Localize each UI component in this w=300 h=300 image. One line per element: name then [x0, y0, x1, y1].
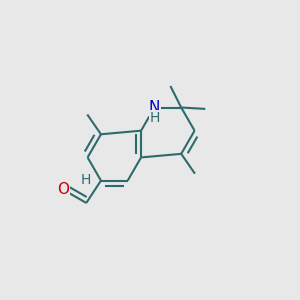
- Text: H: H: [81, 173, 92, 187]
- Text: O: O: [57, 182, 69, 197]
- Text: N: N: [149, 100, 160, 115]
- Text: H: H: [149, 111, 160, 125]
